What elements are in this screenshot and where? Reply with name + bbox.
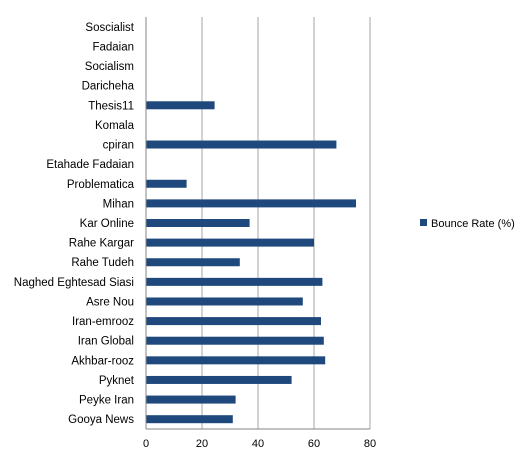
category-label: Socialism bbox=[85, 61, 134, 73]
category-label: Naghed Eghtesad Siasi bbox=[14, 277, 134, 289]
bar-akhbar-rooz bbox=[146, 356, 326, 365]
category-label: cpiran bbox=[103, 140, 134, 152]
bar-mihan bbox=[146, 199, 356, 208]
category-label: Komala bbox=[95, 120, 135, 132]
category-label: Kar Online bbox=[80, 218, 134, 230]
legend: Bounce Rate (%) bbox=[420, 218, 515, 230]
x-tick-labels: 0 20 40 60 80 bbox=[143, 438, 376, 450]
category-label: Thesis11 bbox=[88, 100, 134, 112]
category-label: Fadaian bbox=[92, 41, 134, 53]
category-label: Rahe Kargar bbox=[69, 238, 134, 250]
bar-rahe-kargar bbox=[146, 238, 314, 247]
x-tick-label: 0 bbox=[143, 438, 149, 450]
category-label: Gooya News bbox=[68, 414, 134, 426]
x-tick-label: 80 bbox=[364, 438, 376, 450]
legend-label: Bounce Rate (%) bbox=[431, 218, 515, 230]
category-label: Mihan bbox=[103, 198, 134, 210]
category-label: Iran-emrooz bbox=[72, 316, 134, 328]
bar-iran-global bbox=[146, 336, 324, 345]
bar-pyknet bbox=[146, 375, 292, 384]
x-tick-label: 20 bbox=[196, 438, 208, 450]
category-label: Rahe Tudeh bbox=[71, 257, 134, 269]
category-label: Daricheha bbox=[82, 81, 135, 93]
category-label: Problematica bbox=[67, 179, 135, 191]
category-label: Pyknet bbox=[99, 375, 135, 387]
bar-thesis11 bbox=[146, 101, 215, 110]
bar-naghed-eghtesad-siasi bbox=[146, 277, 323, 286]
bars bbox=[146, 101, 356, 424]
axes bbox=[145, 17, 370, 430]
bar-peyke-iran bbox=[146, 395, 236, 404]
category-label: Peyke Iran bbox=[79, 395, 134, 407]
bar-iran-emrooz bbox=[146, 317, 321, 326]
bar-gooya-news bbox=[146, 415, 233, 424]
category-label: Akhbar-rooz bbox=[71, 355, 134, 367]
category-labels: Soscialist Fadaian Socialism Daricheha Thesi… bbox=[14, 22, 135, 426]
bar-kar-online bbox=[146, 219, 250, 227]
category-label: Soscialist bbox=[85, 22, 134, 34]
bar-cpiran bbox=[146, 140, 337, 149]
x-tick-label: 40 bbox=[252, 438, 264, 450]
bar-rahe-tudeh bbox=[146, 258, 240, 267]
bar-problematica bbox=[146, 179, 187, 188]
category-label: Iran Global bbox=[78, 336, 134, 348]
category-label: Asre Nou bbox=[86, 296, 134, 308]
category-label: Etahade Fadaian bbox=[46, 159, 134, 171]
legend-swatch bbox=[420, 219, 427, 226]
bar-asre-nou bbox=[146, 297, 303, 306]
x-tick-label: 60 bbox=[308, 438, 320, 450]
